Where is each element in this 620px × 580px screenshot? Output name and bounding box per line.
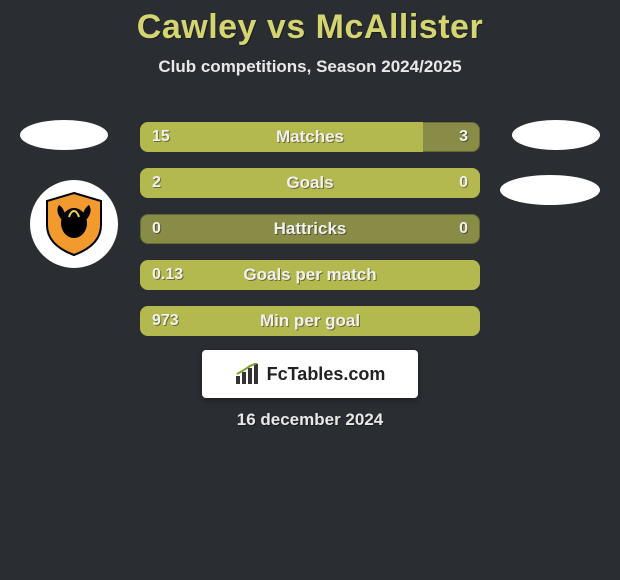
brand-text: FcTables.com: [267, 364, 386, 385]
comparison-bars: 15 Matches 3 2 Goals 0 0 Hattricks 0 0.1…: [140, 122, 480, 352]
brand-badge: FcTables.com: [202, 350, 418, 398]
stat-row: 15 Matches 3: [140, 122, 480, 152]
stat-right-value: [456, 260, 480, 290]
stat-label: Hattricks: [140, 214, 480, 244]
stat-right-value: 3: [447, 122, 480, 152]
stat-right-value: 0: [447, 168, 480, 198]
stat-label: Goals: [140, 168, 480, 198]
player-left-club-badge: [30, 180, 118, 268]
page-title: Cawley vs McAllister: [0, 0, 620, 47]
chart-icon: [235, 363, 261, 385]
date-label: 16 december 2024: [0, 410, 620, 430]
page-subtitle: Club competitions, Season 2024/2025: [0, 57, 620, 77]
club-badge-icon: [39, 189, 109, 259]
player-left-avatar-placeholder: [20, 120, 108, 150]
stat-right-value: [456, 306, 480, 336]
stat-row: 0.13 Goals per match: [140, 260, 480, 290]
stat-label: Matches: [140, 122, 480, 152]
player-right-avatar-placeholder: [512, 120, 600, 150]
stat-right-value: 0: [447, 214, 480, 244]
stat-row: 2 Goals 0: [140, 168, 480, 198]
stat-row: 973 Min per goal: [140, 306, 480, 336]
stat-label: Min per goal: [140, 306, 480, 336]
player-right-club-placeholder: [500, 175, 600, 205]
stat-row: 0 Hattricks 0: [140, 214, 480, 244]
stat-label: Goals per match: [140, 260, 480, 290]
